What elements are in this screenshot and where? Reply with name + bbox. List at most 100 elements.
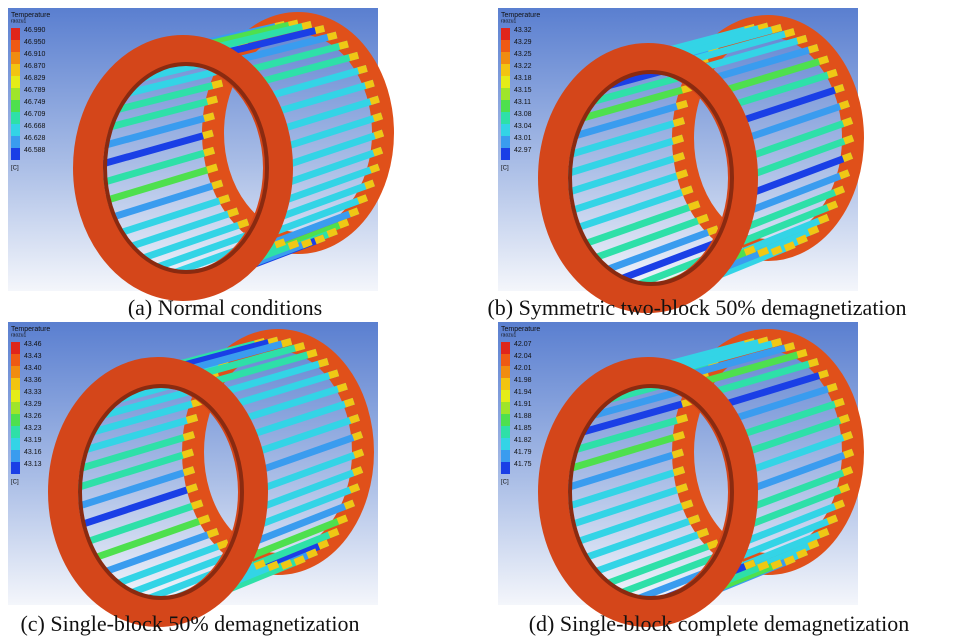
- bar-end: [828, 518, 837, 522]
- legend-swatch: [501, 52, 510, 64]
- bar-end: [353, 434, 362, 437]
- legend-label: 43.29: [24, 401, 42, 408]
- bar-end: [268, 564, 278, 568]
- bar-end: [785, 345, 794, 348]
- legend-label: 43.26: [24, 413, 42, 420]
- bar-end: [844, 452, 853, 455]
- panel-caption: (a) Normal conditions: [128, 295, 322, 320]
- panel-caption: (b) Symmetric two-block 50% demagnetizat…: [487, 295, 906, 320]
- legend-swatch: [11, 390, 20, 402]
- legend-label: 41.91: [514, 401, 532, 408]
- legend-swatch: [11, 76, 20, 88]
- legend-swatch: [501, 414, 510, 426]
- legend-swatch: [501, 462, 510, 474]
- bar-end: [203, 133, 213, 136]
- bar-end: [797, 238, 806, 242]
- bar-end: [187, 487, 197, 490]
- bar-end: [295, 559, 304, 563]
- bar-end: [338, 518, 347, 522]
- bar-end: [339, 44, 348, 46]
- bar-end: [835, 401, 844, 404]
- bar-end: [282, 563, 291, 567]
- legend-swatch: [11, 100, 20, 112]
- legend-label: 41.85: [514, 425, 532, 432]
- bar-end: [772, 563, 781, 567]
- bar-end: [219, 198, 229, 201]
- legend-swatch: [501, 354, 510, 366]
- legend-label: 42.07: [514, 341, 532, 348]
- bar-end: [809, 543, 818, 547]
- bar-end: [797, 352, 806, 355]
- legend-swatch: [11, 414, 20, 426]
- bar-end: [708, 543, 718, 547]
- bar-end: [204, 150, 214, 153]
- legend-label: 41.88: [514, 413, 532, 420]
- bar-end: [212, 83, 222, 86]
- legend-swatch: [11, 366, 20, 378]
- bar-end: [349, 211, 358, 214]
- legend-label: 43.16: [24, 449, 42, 456]
- bar-end: [354, 452, 363, 455]
- bar-end: [677, 417, 687, 420]
- bar-end: [184, 434, 194, 437]
- legend-swatch: [501, 390, 510, 402]
- bar-end: [183, 452, 193, 455]
- bar-end: [708, 229, 718, 233]
- legend-swatch: [501, 426, 510, 438]
- bar-end: [350, 417, 359, 420]
- bar-end: [315, 238, 324, 241]
- legend-label: 46.829: [24, 75, 46, 82]
- legend-label: 43.23: [24, 425, 42, 432]
- legend-label: 46.588: [24, 147, 46, 154]
- legend-label: 46.628: [24, 135, 46, 142]
- bar-end: [353, 470, 362, 473]
- legend-swatch: [501, 112, 510, 124]
- legend-label: 41.79: [514, 449, 532, 456]
- legend-swatch: [11, 378, 20, 390]
- legend-label: 43.33: [24, 389, 42, 396]
- legend-label: 43.22: [514, 63, 532, 70]
- bar-end: [674, 470, 684, 473]
- bar-end: [745, 249, 755, 253]
- panel-caption: (c) Single-block 50% demagnetization: [20, 611, 359, 636]
- legend-swatch: [11, 438, 20, 450]
- legend-label: 43.43: [24, 353, 42, 360]
- legend-swatch: [11, 64, 20, 76]
- panel-caption: (d) Single-block complete demagnetizatio…: [529, 611, 910, 636]
- bar-end: [339, 222, 348, 225]
- bar-end: [370, 99, 378, 102]
- bar-end: [677, 487, 687, 490]
- bar-end: [328, 35, 337, 37]
- legend-swatch: [11, 52, 20, 64]
- legend-swatch: [501, 342, 510, 354]
- legend-unit: [C]: [501, 480, 509, 486]
- legend-swatch: [11, 28, 20, 40]
- legend-swatch: [501, 64, 510, 76]
- bar-end: [819, 531, 828, 535]
- bar-end: [809, 361, 818, 364]
- bar-end: [819, 59, 828, 62]
- bar-end: [365, 83, 373, 86]
- panel: Temperatureraozu142.0742.0442.0141.9841.…: [498, 322, 858, 612]
- legend-swatch: [501, 100, 510, 112]
- bar-end: [819, 373, 828, 376]
- bar-end: [212, 183, 222, 186]
- bar-end: [840, 173, 849, 176]
- bar-end: [345, 503, 354, 506]
- legend-label: 46.950: [24, 39, 46, 46]
- bar-end: [698, 217, 708, 221]
- bar-end: [772, 27, 781, 30]
- legend-subtitle: raozu1: [11, 18, 27, 24]
- legend-swatch: [501, 148, 510, 160]
- bar-end: [682, 189, 692, 192]
- legend-swatch: [11, 40, 20, 52]
- bar-end: [289, 243, 298, 246]
- legend-swatch: [501, 366, 510, 378]
- bar-end: [785, 559, 794, 563]
- bar-end: [238, 222, 248, 225]
- legend-subtitle: raozu1: [11, 332, 27, 338]
- legend-swatch: [501, 88, 510, 100]
- legend-unit: [C]: [11, 480, 19, 486]
- legend-swatch: [11, 426, 20, 438]
- bar-end: [307, 552, 316, 556]
